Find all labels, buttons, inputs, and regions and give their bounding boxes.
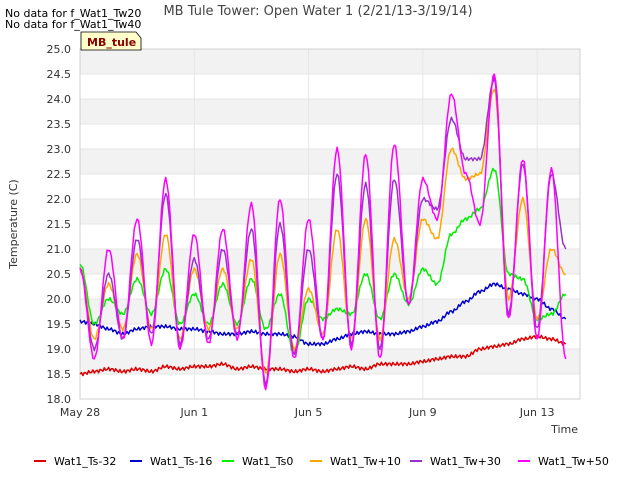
y-axis-ticks: 18.0 18.5 19.0 19.5 20.0 20.5 21.0 21.5 22.0 22.5… [47, 43, 72, 406]
x-axis-ticks: May 28 Jun 1 Jun 5 Jun 9 Jun 13 [60, 406, 555, 419]
y-tick-label: 24.0 [47, 93, 72, 106]
series-line-3 [79, 167, 567, 356]
y-tick-label: 23.5 [47, 118, 72, 131]
y-tick-label: 23.0 [47, 143, 72, 156]
y-tick-label: 24.5 [47, 68, 72, 81]
legend: Wat1_Ts-32 Wat1_Ts-16 Wat1_Ts0 Wat1_Tw+10 Wa… [34, 455, 609, 468]
legend-label: Wat1_Tw+50 [538, 455, 609, 468]
y-tick-label: 22.0 [47, 193, 72, 206]
y-tick-label: 21.0 [47, 243, 72, 256]
y-axis-label: Temperature (C) [7, 179, 20, 269]
y-tick-label: 20.0 [47, 293, 72, 306]
y-tick-label: 19.0 [47, 343, 72, 356]
legend-label: Wat1_Ts-32 [54, 455, 116, 468]
x-tick-label: Jun 13 [519, 406, 555, 419]
x-axis-label: Time [550, 423, 578, 436]
series-line-6 [79, 73, 567, 391]
grid-band [80, 299, 580, 324]
badge-label: MB_tule [87, 36, 136, 49]
x-tick-label: Jun 1 [179, 406, 208, 419]
grid-band [80, 99, 580, 124]
y-tick-label: 19.5 [47, 318, 72, 331]
series-line-1 [79, 334, 567, 377]
legend-label: Wat1_Tw+30 [430, 455, 501, 468]
site-badge: MB_tule [80, 31, 142, 51]
plot-frame [79, 48, 581, 400]
legend-label: Wat1_Tw+10 [330, 455, 401, 468]
legend-label: Wat1_Ts0 [242, 455, 293, 468]
y-tick-label: 18.0 [47, 393, 72, 406]
no-data-note-1: No data for f_Wat1_Tw20 [5, 7, 141, 20]
x-tick-label: Jun 5 [294, 406, 323, 419]
series-line-2 [79, 282, 567, 347]
y-tick-label: 25.0 [47, 43, 72, 56]
y-tick-label: 22.5 [47, 168, 72, 181]
y-tick-label: 18.5 [47, 368, 72, 381]
legend-label: Wat1_Ts-16 [150, 455, 212, 468]
series-line-4 [79, 88, 566, 374]
no-data-note-2: No data for f_Wat1_Tw40 [5, 18, 141, 31]
badge-shape [80, 31, 142, 51]
grid-band [80, 149, 580, 174]
chart-title: MB Tule Tower: Open Water 1 (2/21/13-3/1… [163, 4, 472, 19]
x-tick-label: May 28 [60, 406, 100, 419]
grid-band [80, 49, 580, 74]
y-tick-label: 21.5 [47, 218, 72, 231]
y-tick-label: 20.5 [47, 268, 72, 281]
series-lines [79, 73, 567, 391]
x-tick-label: Jun 9 [408, 406, 437, 419]
grid-band [80, 199, 580, 224]
